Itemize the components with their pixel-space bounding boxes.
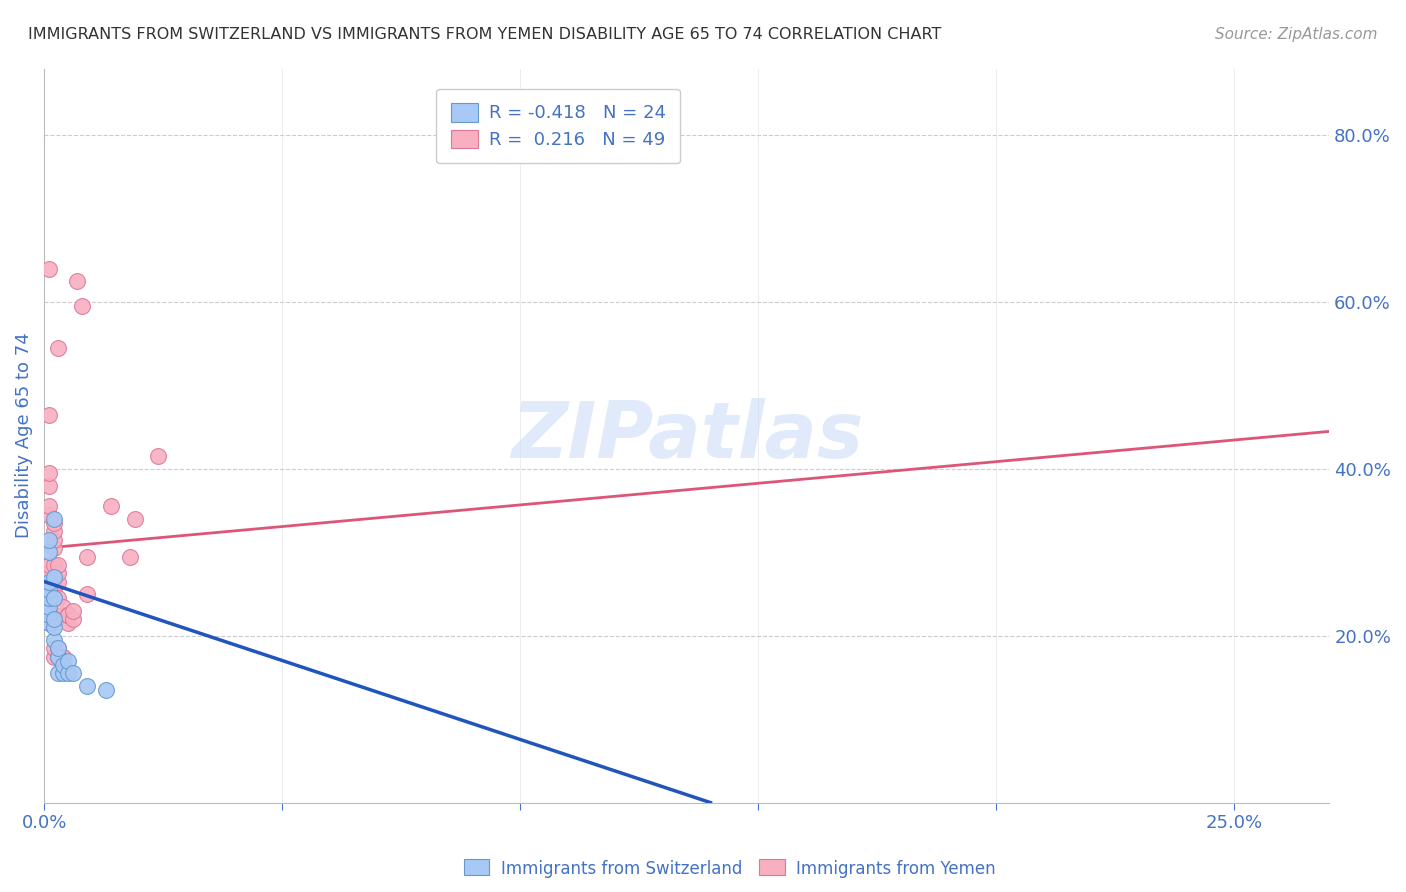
Point [42,512,65,526]
Point [42,516,65,530]
Point [52,607,75,622]
Point [62,612,84,626]
Point [48,641,70,656]
Point [118,549,141,564]
Point [38,500,60,514]
Point [66,274,89,288]
Point [48,666,70,681]
Point [38,599,60,614]
Point [48,649,70,664]
Text: Source: ZipAtlas.com: Source: ZipAtlas.com [1215,27,1378,42]
Point [94,683,117,698]
Point [42,612,65,626]
Point [52,649,75,664]
Point [148,450,170,464]
Point [42,574,65,589]
Point [62,666,84,681]
Point [38,566,60,581]
Point [42,558,65,572]
Point [38,408,60,422]
Point [56,607,79,622]
Text: Immigrants from Yemen: Immigrants from Yemen [796,860,995,878]
Point [42,582,65,597]
Point [38,582,60,597]
Point [56,666,79,681]
Text: Immigrants from Switzerland: Immigrants from Switzerland [501,860,742,878]
Point [48,558,70,572]
Point [38,591,60,606]
Point [38,478,60,492]
Y-axis label: Disability Age 65 to 74: Disability Age 65 to 74 [15,333,32,539]
Point [42,649,65,664]
Point [76,679,98,693]
Point [52,599,75,614]
Point [38,574,60,589]
Point [42,524,65,539]
Point [42,620,65,634]
Point [48,341,70,355]
Point [38,261,60,276]
Point [48,566,70,581]
Point [38,508,60,522]
Point [52,666,75,681]
Point [70,299,93,313]
Point [38,607,60,622]
Point [42,641,65,656]
Point [76,549,98,564]
Point [48,649,70,664]
Point [38,616,60,631]
Point [42,616,65,631]
Point [42,533,65,547]
Text: IMMIGRANTS FROM SWITZERLAND VS IMMIGRANTS FROM YEMEN DISABILITY AGE 65 TO 74 COR: IMMIGRANTS FROM SWITZERLAND VS IMMIGRANT… [28,27,942,42]
Point [48,641,70,656]
Point [56,607,79,622]
Point [48,591,70,606]
Point [56,616,79,631]
Point [38,574,60,589]
Point [38,582,60,597]
Point [56,654,79,668]
Point [38,616,60,631]
Point [56,607,79,622]
Point [100,500,122,514]
Legend: R = -0.418   N = 24, R =  0.216   N = 49: R = -0.418 N = 24, R = 0.216 N = 49 [436,88,681,163]
Point [38,533,60,547]
Point [48,574,70,589]
Text: ZIPatlas: ZIPatlas [510,398,863,474]
Point [42,570,65,584]
Point [38,466,60,480]
Point [42,541,65,556]
Point [62,604,84,618]
Point [42,632,65,647]
Point [42,591,65,606]
Point [38,591,60,606]
Point [52,649,75,664]
Point [38,558,60,572]
Point [52,657,75,672]
Point [42,591,65,606]
Point [76,587,98,601]
Point [38,545,60,559]
Point [124,512,146,526]
Point [38,599,60,614]
